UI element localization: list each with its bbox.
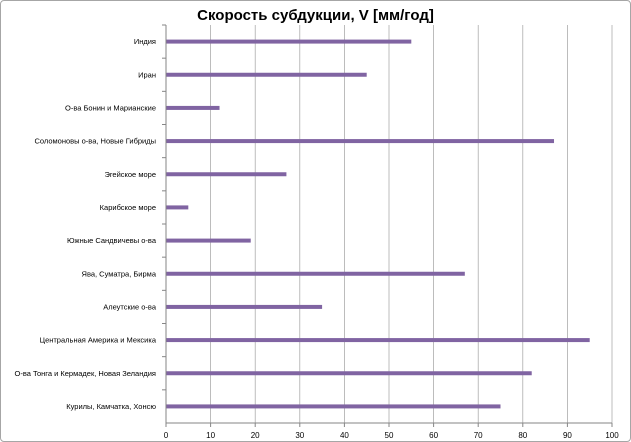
y-tick-label: Южные Сандвичевы о-ва [67,236,157,245]
x-tick-label: 60 [429,431,438,440]
x-tick-label: 100 [605,431,619,440]
x-tick-labels: 0 10 20 30 40 50 60 70 80 90 100 [164,431,619,440]
axes [162,24,613,427]
y-tick-label: Центральная Америка и Мексика [40,336,157,345]
bar [166,238,251,243]
y-tick-labels: Индия Иран О-ва Бонин и Марианские Соломоно… [14,37,156,411]
y-tick-label: Иран [138,70,156,79]
x-tick-label: 10 [206,431,215,440]
y-tick-label: Индия [134,37,156,46]
bar [166,172,287,177]
x-tick-label: 30 [295,431,304,440]
x-tick-label: 70 [474,431,483,440]
bar [166,139,555,144]
bar [166,404,501,409]
grid-lines [210,25,613,423]
bar [166,371,532,376]
y-tick-label: О-ва Бонин и Марианские [65,103,156,112]
x-tick-label: 20 [251,431,260,440]
bar [166,72,367,77]
x-tick-label: 0 [164,431,169,440]
y-tick-label: Ява, Суматра, Бирма [82,269,157,278]
y-tick-label: О-ва Тонга и Кермадек, Новая Зеландия [14,369,156,378]
y-tick-label: Эгейское море [104,170,156,179]
bar [166,105,220,110]
x-tick-label: 40 [340,431,349,440]
bars [166,39,590,409]
bar [166,338,590,343]
y-tick-label: Алеутские о-ва [103,302,157,311]
x-tick-label: 50 [385,431,394,440]
x-tick-label: 90 [563,431,572,440]
y-tick-label: Курилы, Камчатка, Хонсю [66,402,156,411]
y-tick-label: Соломоновы о-ва, Новые Гибриды [34,137,156,146]
bar [166,39,412,44]
bar [166,271,465,276]
bar [166,205,189,210]
bar [166,304,323,309]
y-tick-label: Карибское море [100,203,156,212]
x-tick-label: 80 [518,431,527,440]
chart-title: Скорость субдукции, V [мм/год] [197,7,434,24]
